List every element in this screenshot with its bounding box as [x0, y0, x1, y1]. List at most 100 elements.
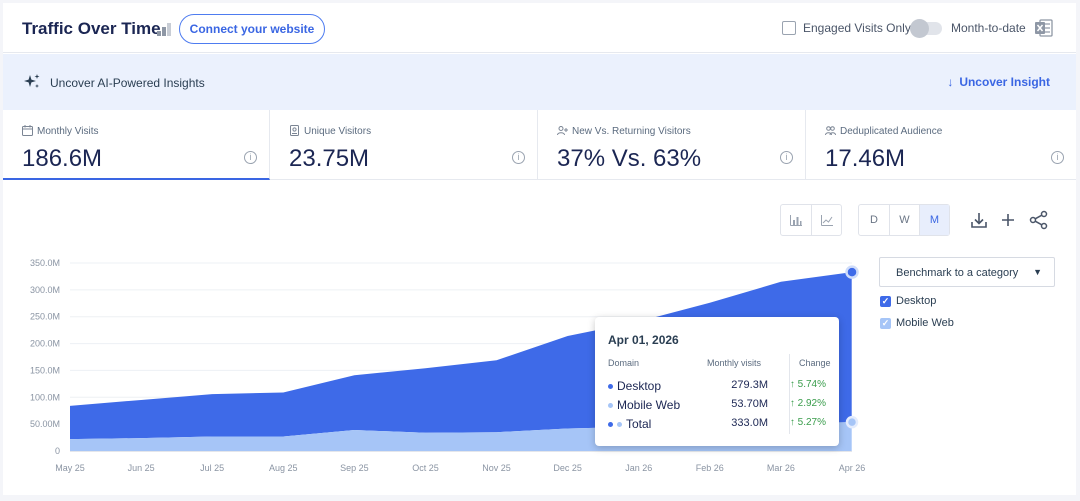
y-tick-label: 100.0M: [30, 392, 60, 402]
granularity-switch: D W M: [858, 204, 950, 236]
mobile-hover-point: [845, 415, 859, 429]
metric-tab-new-vs-returning[interactable]: New Vs. Returning Visitors 37% Vs. 63% i: [538, 110, 806, 180]
arrow-up-icon: ↑: [789, 398, 798, 409]
legend-label: Mobile Web: [896, 317, 954, 329]
tooltip-divider: [789, 354, 790, 434]
widget-title: Traffic Over Time: [22, 19, 161, 38]
arrow-up-icon: ↑: [789, 379, 798, 390]
ai-insights-bar: Uncover AI-Powered Insights ↓ Uncover Ins…: [3, 54, 1076, 110]
change-value: 2.92%: [797, 398, 826, 409]
desktop-dot: [608, 384, 613, 389]
month-to-date-label: Month-to-date: [951, 21, 1026, 35]
metric-value: 17.46M: [825, 145, 906, 172]
x-tick-label: May 25: [55, 463, 85, 473]
granularity-week-button[interactable]: W: [889, 205, 919, 235]
x-tick-label: Feb 26: [696, 463, 724, 473]
bar-signal-icon: [157, 23, 171, 36]
granularity-month-button[interactable]: M: [919, 205, 949, 235]
tooltip-row-change: ↑ 5.74%: [790, 379, 826, 390]
x-tick-label: Mar 26: [767, 463, 795, 473]
metric-tab-deduplicated-audience[interactable]: Deduplicated Audience 17.46M i: [806, 110, 1076, 180]
tooltip-row-total: Total 333.0M ↑ 5.27%: [608, 417, 830, 433]
traffic-over-time-card: Traffic Over Time Connect your website E…: [3, 3, 1076, 495]
info-icon[interactable]: i: [780, 151, 793, 164]
tooltip-col-visits: Monthly visits: [707, 358, 762, 368]
widget-header: Traffic Over Time Connect your website E…: [3, 3, 1076, 53]
x-tick-label: Apr 26: [839, 463, 866, 473]
arrow-up-icon: ↑: [789, 417, 798, 428]
ai-insights-text: Uncover AI-Powered Insights: [50, 76, 205, 90]
info-icon[interactable]: i: [512, 151, 525, 164]
engaged-visits-label: Engaged Visits Only: [803, 21, 911, 35]
info-icon[interactable]: i: [1051, 151, 1064, 164]
metric-tabs: Monthly Visits 186.6M i Unique Visitors …: [3, 110, 1076, 180]
x-tick-label: Oct 25: [412, 463, 439, 473]
tooltip-row-change: ↑ 2.92%: [790, 398, 826, 409]
tooltip-col-change: Change: [799, 358, 831, 368]
y-tick-label: 350.0M: [30, 258, 60, 268]
metric-value: 37% Vs. 63%: [557, 145, 702, 172]
toggle-knob: [910, 19, 929, 38]
metric-label: New Vs. Returning Visitors: [572, 126, 691, 137]
chart-tooltip: Apr 01, 2026 Domain Monthly visits Chang…: [595, 317, 839, 446]
x-tick-label: Jul 25: [200, 463, 224, 473]
y-tick-label: 0: [55, 446, 60, 456]
tooltip-row-change: ↑ 5.27%: [790, 417, 826, 428]
uncover-insight-label: Uncover Insight: [959, 75, 1050, 89]
tooltip-row-name: Desktop: [617, 379, 662, 393]
month-to-date-toggle[interactable]: [910, 19, 942, 38]
benchmark-dropdown[interactable]: Benchmark to a category ▼: [879, 257, 1055, 287]
connect-website-button[interactable]: Connect your website: [179, 14, 325, 44]
change-value: 5.27%: [797, 417, 826, 428]
tooltip-col-domain: Domain: [608, 358, 640, 368]
chart-type-switch: [780, 204, 842, 236]
download-icon[interactable]: [968, 209, 990, 231]
tooltip-row-name: Total: [626, 417, 652, 431]
metric-label: Deduplicated Audience: [840, 126, 943, 137]
engaged-visits-checkbox[interactable]: [782, 21, 796, 35]
tooltip-row-name: Mobile Web: [617, 398, 681, 412]
x-tick-label: Aug 25: [269, 463, 298, 473]
checkbox-checked-icon: ✓: [880, 318, 891, 329]
checkbox-checked-icon: ✓: [880, 296, 891, 307]
x-tick-label: Sep 25: [340, 463, 369, 473]
x-tick-label: Jan 26: [625, 463, 652, 473]
tooltip-row-value: 333.0M: [731, 417, 768, 429]
x-tick-label: Jun 25: [128, 463, 155, 473]
metric-value: 23.75M: [289, 145, 370, 172]
granularity-day-button[interactable]: D: [870, 214, 878, 226]
y-tick-label: 300.0M: [30, 285, 60, 295]
line-chart-icon[interactable]: [811, 205, 841, 235]
y-tick-label: 150.0M: [30, 365, 60, 375]
calendar-icon: [22, 125, 33, 136]
arrow-down-icon: ↓: [947, 75, 954, 89]
benchmark-label: Benchmark to a category: [896, 267, 1019, 279]
x-tick-label: Dec 25: [553, 463, 582, 473]
change-value: 5.74%: [797, 379, 826, 390]
sparkle-icon: [24, 74, 40, 88]
info-icon[interactable]: i: [244, 151, 257, 164]
bar-chart-icon[interactable]: [781, 205, 811, 235]
metric-label: Monthly Visits: [37, 126, 99, 137]
id-badge-icon: [290, 125, 299, 136]
excel-icon[interactable]: [1034, 18, 1054, 38]
total-dot-desktop: [608, 422, 613, 427]
tooltip-date: Apr 01, 2026: [608, 333, 679, 347]
total-hover-point: [845, 265, 859, 279]
uncover-insight-link[interactable]: ↓ Uncover Insight: [947, 75, 1050, 89]
share-icon[interactable]: [1028, 209, 1050, 231]
legend-label: Desktop: [896, 295, 937, 307]
metric-value: 186.6M: [22, 145, 103, 172]
tooltip-row-mobile-web: Mobile Web 53.70M ↑ 2.92%: [608, 398, 830, 414]
metric-label: Unique Visitors: [304, 126, 372, 137]
users-icon: [825, 126, 836, 136]
plus-icon[interactable]: [997, 209, 1019, 231]
y-tick-label: 200.0M: [30, 339, 60, 349]
metric-tab-monthly-visits[interactable]: Monthly Visits 186.6M i: [3, 110, 270, 180]
y-tick-label: 250.0M: [30, 312, 60, 322]
tooltip-row-value: 279.3M: [731, 379, 768, 391]
metric-tab-unique-visitors[interactable]: Unique Visitors 23.75M i: [270, 110, 538, 180]
total-dot-mobile: [617, 422, 622, 427]
mobile-web-dot: [608, 403, 613, 408]
tooltip-row-desktop: Desktop 279.3M ↑ 5.74%: [608, 379, 830, 395]
